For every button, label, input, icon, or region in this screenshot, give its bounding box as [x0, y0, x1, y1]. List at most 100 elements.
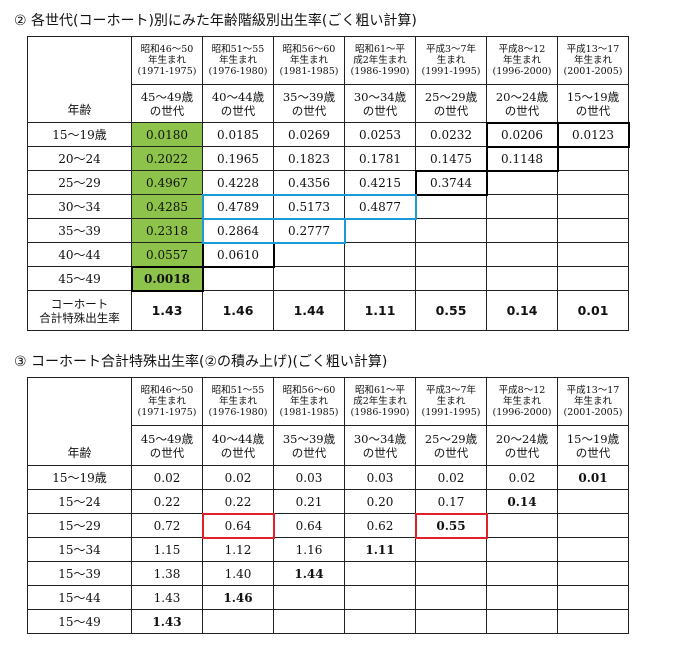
value-cell [486, 537, 558, 562]
value-cell [415, 585, 487, 610]
value-cell [486, 609, 558, 634]
table-row: 15～34 1.15 1.12 1.16 1.11 [27, 537, 629, 562]
generation-label: 35～39歳 の世代 [273, 84, 345, 123]
tfr-value: 0.55 [415, 290, 487, 331]
value-cell: 0.1965 [202, 146, 274, 171]
value-cell [486, 585, 558, 610]
generation-era: 昭和61～平 成2年生まれ (1986-1990) [344, 377, 416, 426]
value-cell: 1.16 [273, 537, 345, 562]
generation-era: 平成13～17 年生まれ (2001-2005) [557, 377, 629, 426]
age-group-cell: 15～34 [27, 537, 132, 562]
value-cell: 0.0269 [273, 122, 345, 147]
header-gen-row: 45～49歳 の世代 40～44歳 の世代 35～39歳 の世代 30～34歳 の世代… [28, 84, 629, 123]
value-cell [273, 242, 345, 267]
value-cell: 0.03 [273, 465, 345, 490]
value-cell: 0.72 [131, 513, 203, 538]
value-cell: 0.2022 [131, 146, 203, 171]
generation-label: 35～39歳 の世代 [273, 425, 345, 466]
table-row: 15～19歳 0.02 0.02 0.03 0.03 0.02 0.02 0.01 [27, 465, 629, 490]
value-cell: 0.20 [344, 489, 416, 514]
value-cell: 0.4877 [344, 194, 416, 219]
value-cell: 0.1148 [486, 146, 558, 171]
generation-era: 昭和61～平 成2年生まれ (1986-1990) [344, 36, 416, 85]
value-cell [486, 561, 558, 586]
value-cell [202, 266, 274, 291]
value-cell [557, 513, 629, 538]
tfr-value: 1.44 [273, 290, 345, 331]
value-cell [486, 218, 558, 243]
value-cell: 0.22 [202, 489, 274, 514]
value-cell [273, 585, 345, 610]
value-cell [486, 170, 558, 195]
value-cell: 0.64 [273, 513, 345, 538]
value-cell: 0.0206 [486, 122, 558, 147]
value-cell [486, 242, 558, 267]
age-group-cell: 15～44 [27, 585, 132, 610]
table-row: 15～24 0.22 0.22 0.21 0.20 0.17 0.14 [27, 489, 629, 514]
value-cell: 0.5173 [273, 194, 345, 219]
value-cell: 0.4789 [202, 194, 274, 219]
value-cell: 0.0232 [415, 122, 487, 147]
generation-era: 平成3～7年 生まれ (1991-1995) [415, 36, 487, 85]
age-group-cell: 20～24 [27, 146, 132, 171]
age-group-cell: 25～29 [27, 170, 132, 195]
value-cell [415, 218, 487, 243]
generation-label: 30～34歳 の世代 [344, 425, 416, 466]
value-cell: 0.02 [486, 465, 558, 490]
value-cell [557, 585, 629, 610]
value-cell: 0.01 [557, 465, 629, 490]
cohort-rate-table: 年齢 昭和46～50 年生まれ (1971-1975) 昭和51～55 年生まれ (… [27, 36, 629, 331]
table-row: 45～49 0.0018 [27, 266, 629, 291]
value-cell: 0.0018 [131, 266, 203, 291]
age-group-cell: 15～19歳 [27, 465, 132, 490]
generation-label: 20～24歳 の世代 [486, 425, 558, 466]
value-cell: 0.2318 [131, 218, 203, 243]
generation-label: 25～29歳 の世代 [415, 425, 487, 466]
value-cell: 1.11 [344, 537, 416, 562]
value-cell: 1.15 [131, 537, 203, 562]
value-cell [557, 489, 629, 514]
value-cell: 1.43 [131, 609, 203, 634]
generation-era: 昭和56～60 年生まれ (1981-1985) [273, 36, 345, 85]
value-cell [557, 266, 629, 291]
value-cell: 0.0610 [202, 242, 274, 267]
generation-era: 昭和56～60 年生まれ (1981-1985) [273, 377, 345, 426]
value-cell: 0.0180 [131, 122, 203, 147]
value-cell [344, 585, 416, 610]
age-group-cell: 35～39 [27, 218, 132, 243]
value-cell: 0.4356 [273, 170, 345, 195]
table-row: 15～49 1.43 [27, 609, 629, 634]
tfr-value: 1.46 [202, 290, 274, 331]
value-cell: 0.55 [415, 513, 487, 538]
table-row: 15～39 1.38 1.40 1.44 [27, 561, 629, 586]
value-cell [557, 218, 629, 243]
generation-era: 平成13～17 年生まれ (2001-2005) [557, 36, 629, 85]
value-cell [415, 561, 487, 586]
generation-label: 40～44歳 の世代 [202, 84, 274, 123]
value-cell: 0.0253 [344, 122, 416, 147]
value-cell: 0.1823 [273, 146, 345, 171]
value-cell [415, 194, 487, 219]
value-cell: 0.2864 [202, 218, 274, 243]
value-cell: 0.3744 [415, 170, 487, 195]
value-cell: 0.4285 [131, 194, 203, 219]
tfr-value: 0.14 [486, 290, 558, 331]
table-row: 30～34 0.4285 0.4789 0.5173 0.4877 [27, 194, 629, 219]
value-cell: 0.21 [273, 489, 345, 514]
section2-title: ③ コーホート合計特殊出生率(②の積み上げ)(ごく粗い計算) [14, 354, 388, 370]
value-cell: 0.4228 [202, 170, 274, 195]
value-cell [486, 513, 558, 538]
generation-era: 昭和51～55 年生まれ (1976-1980) [202, 36, 274, 85]
age-group-cell: 15～29 [27, 513, 132, 538]
value-cell: 0.1475 [415, 146, 487, 171]
value-cell: 0.0557 [131, 242, 203, 267]
value-cell: 1.38 [131, 561, 203, 586]
value-cell: 0.22 [131, 489, 203, 514]
value-cell: 1.40 [202, 561, 274, 586]
generation-label: 20～24歳 の世代 [486, 84, 558, 123]
generation-era: 昭和51～55 年生まれ (1976-1980) [202, 377, 274, 426]
value-cell: 0.0185 [202, 122, 274, 147]
value-cell: 0.4215 [344, 170, 416, 195]
value-cell [273, 609, 345, 634]
value-cell: 0.03 [344, 465, 416, 490]
